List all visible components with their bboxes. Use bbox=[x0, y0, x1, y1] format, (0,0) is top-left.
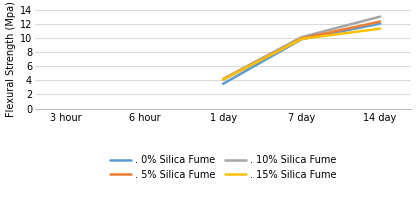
. 0% Silica Fume bbox=[221, 83, 226, 85]
. 15% Silica Fume bbox=[377, 27, 382, 30]
Y-axis label: Flexural Strength (Mpa): Flexural Strength (Mpa) bbox=[5, 1, 15, 117]
. 10% Silica Fume bbox=[299, 36, 304, 39]
. 0% Silica Fume bbox=[299, 38, 304, 41]
. 5% Silica Fume bbox=[377, 20, 382, 23]
. 5% Silica Fume bbox=[299, 37, 304, 40]
Line: . 15% Silica Fume: . 15% Silica Fume bbox=[223, 29, 380, 79]
Line: . 0% Silica Fume: . 0% Silica Fume bbox=[223, 24, 380, 84]
. 10% Silica Fume bbox=[221, 78, 226, 80]
. 15% Silica Fume bbox=[221, 78, 226, 81]
Legend: . 0% Silica Fume, . 5% Silica Fume, . 10% Silica Fume, . 15% Silica Fume: . 0% Silica Fume, . 5% Silica Fume, . 10… bbox=[110, 155, 337, 180]
Line: . 5% Silica Fume: . 5% Silica Fume bbox=[223, 22, 380, 79]
. 10% Silica Fume bbox=[377, 15, 382, 18]
. 0% Silica Fume bbox=[377, 22, 382, 25]
. 15% Silica Fume bbox=[299, 38, 304, 40]
Line: . 10% Silica Fume: . 10% Silica Fume bbox=[223, 17, 380, 79]
. 5% Silica Fume bbox=[221, 78, 226, 81]
